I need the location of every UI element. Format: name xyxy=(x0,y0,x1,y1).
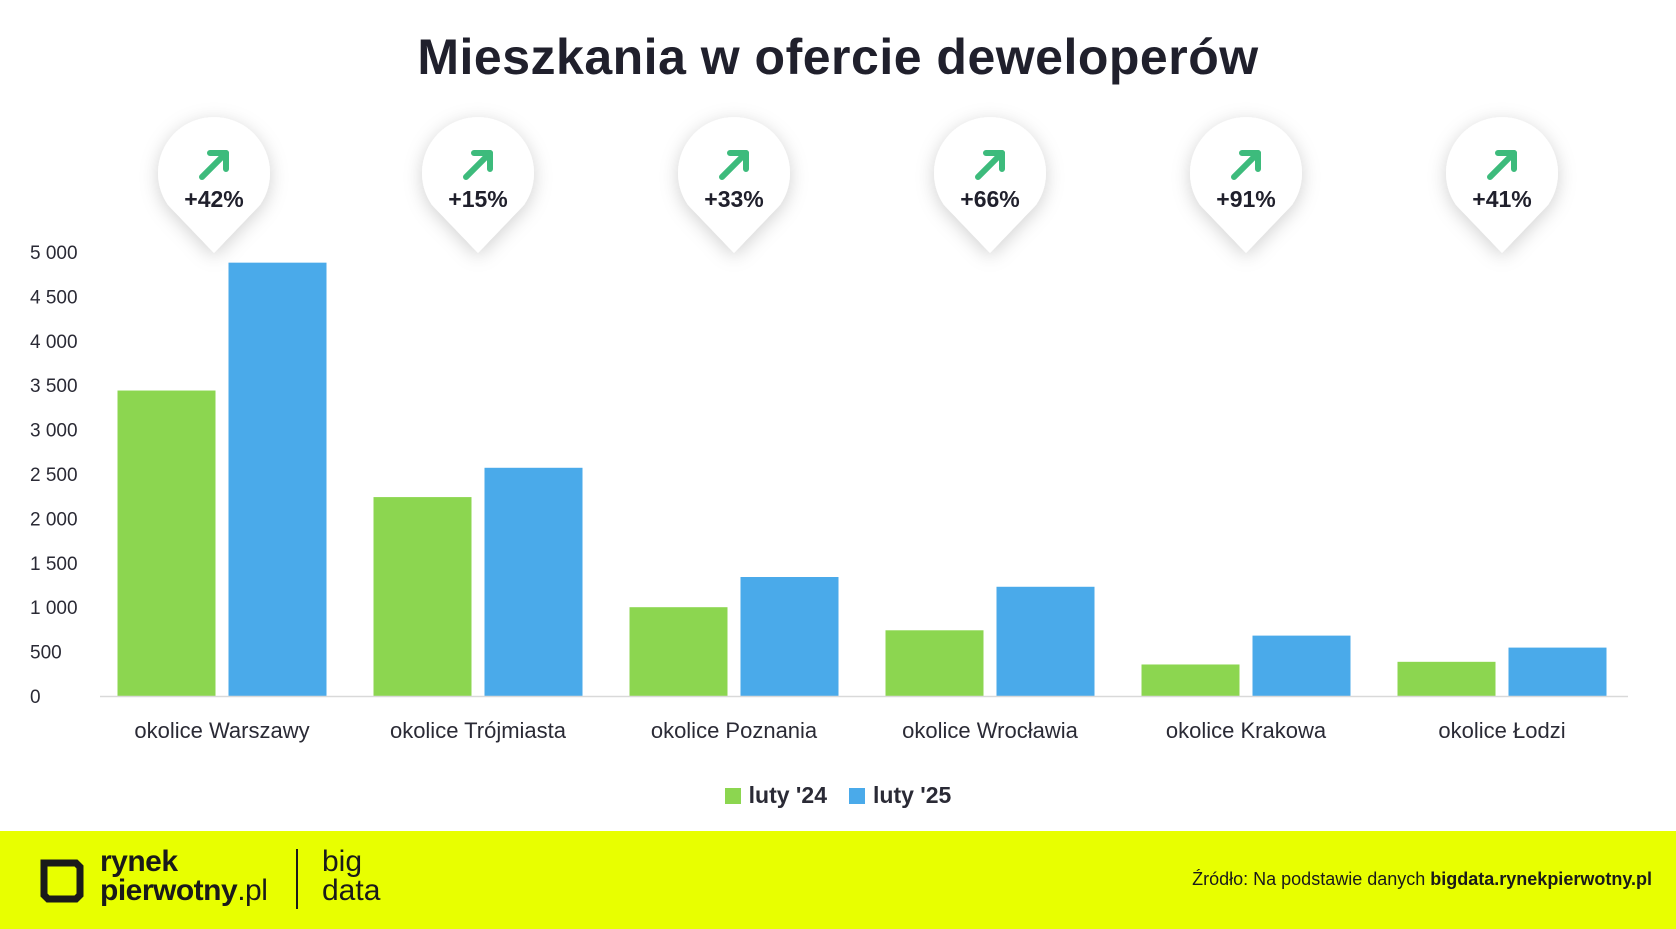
bar-2024 xyxy=(1397,661,1496,696)
y-axis: 0 500 1 000 1 500 2 000 2 500 3 000 3 500 4 000 4… xyxy=(30,243,78,708)
brand-line2: pierwotny xyxy=(100,874,238,907)
chart-title: Mieszkania w ofercie deweloperów xyxy=(417,29,1259,85)
legend-swatch-2024 xyxy=(724,787,741,804)
bigdata-line2: data xyxy=(322,874,381,907)
arrow-up-right-icon xyxy=(719,150,749,180)
brand-suffix: .pl xyxy=(237,874,268,907)
bars-group xyxy=(117,262,1607,696)
y-tick-label: 500 xyxy=(30,643,62,664)
y-tick-label: 2 500 xyxy=(30,465,78,486)
arrow-up-right-icon xyxy=(463,150,493,180)
bar-2025 xyxy=(740,577,839,696)
change-percent-label: +41% xyxy=(1472,186,1531,212)
rynekpierwotny-logo-icon xyxy=(40,859,84,903)
x-tick-label: okolice Łodzi xyxy=(1438,718,1565,743)
bigdata-logo-text: big data xyxy=(322,845,381,907)
change-badge: +33% xyxy=(678,117,790,254)
source-note: Źródło: Na podstawie danych bigdata.ryne… xyxy=(1192,869,1652,890)
badge-pin-shape xyxy=(933,117,1046,254)
legend-item-2025: luty '25 xyxy=(849,782,951,809)
bar-2025 xyxy=(1508,647,1607,696)
change-badge: +91% xyxy=(1190,117,1303,253)
change-badge: +15% xyxy=(422,117,534,253)
bar-2025 xyxy=(228,262,327,696)
bar-2024 xyxy=(1141,664,1240,696)
arrow-up-right-icon xyxy=(1487,150,1517,180)
change-percent-label: +33% xyxy=(704,186,763,212)
bar-chart: 0 500 1 000 1 500 2 000 2 500 3 000 3 500 4 000 4… xyxy=(30,117,1628,743)
y-tick-label: 3 500 xyxy=(30,376,78,397)
change-percent-label: +66% xyxy=(960,186,1019,212)
legend-label-2025: luty '25 xyxy=(873,782,952,808)
brand-logo-text: rynek pierwotny.pl xyxy=(100,845,268,907)
legend-label-2024: luty '24 xyxy=(748,782,827,808)
bar-2025 xyxy=(484,467,583,696)
y-tick-label: 1 000 xyxy=(30,598,78,619)
bar-2024 xyxy=(373,497,472,696)
arrow-up-right-icon xyxy=(199,150,229,180)
y-tick-label: 4 000 xyxy=(30,332,78,353)
y-tick-label: 0 xyxy=(30,687,41,708)
bar-2024 xyxy=(117,390,216,696)
x-tick-label: okolice Poznania xyxy=(651,718,818,743)
change-percent-label: +42% xyxy=(184,186,243,212)
bar-2025 xyxy=(1252,635,1351,696)
change-badge: +42% xyxy=(158,117,270,253)
y-tick-label: 2 000 xyxy=(30,509,78,530)
brand-line1: rynek xyxy=(100,845,178,878)
legend-swatch-2025 xyxy=(849,787,865,804)
change-percent-label: +91% xyxy=(1216,186,1275,212)
change-badge: +41% xyxy=(1446,117,1559,254)
change-badges: +42% +15% +33% +66% +91% +41% xyxy=(158,117,1559,254)
source-label: Źródło: Na podstawie danych xyxy=(1192,869,1426,889)
x-tick-label: okolice Krakowa xyxy=(1166,718,1327,743)
bar-2024 xyxy=(885,630,984,696)
x-axis: okolice Warszawy okolice Trójmiasta okolic… xyxy=(100,695,1628,743)
bar-2025 xyxy=(996,586,1095,696)
footer-bar: rynek pierwotny.pl big data Źródło: Na p… xyxy=(0,831,1676,929)
x-tick-label: okolice Trójmiasta xyxy=(390,718,567,743)
bar-2024 xyxy=(629,607,728,696)
bigdata-line1: big xyxy=(322,845,363,878)
badge-pin-shape xyxy=(678,117,790,254)
logo-divider xyxy=(296,849,298,909)
badge-pin-shape xyxy=(422,117,534,253)
legend: luty '24 luty '25 xyxy=(0,782,1676,809)
y-tick-label: 1 500 xyxy=(30,554,78,575)
arrow-up-right-icon xyxy=(975,150,1005,180)
y-tick-label: 4 500 xyxy=(30,287,78,308)
badge-pin-shape xyxy=(1446,117,1559,254)
y-tick-label: 3 000 xyxy=(30,421,78,442)
legend-item-2024: luty '24 xyxy=(724,782,827,809)
change-badge: +66% xyxy=(933,117,1046,254)
source-site: bigdata.rynekpierwotny.pl xyxy=(1430,869,1652,889)
change-percent-label: +15% xyxy=(448,186,507,212)
x-tick-label: okolice Wrocławia xyxy=(902,718,1078,743)
x-tick-label: okolice Warszawy xyxy=(134,718,309,743)
badge-pin-shape xyxy=(1190,117,1303,253)
badge-pin-shape xyxy=(158,117,270,253)
y-tick-label: 5 000 xyxy=(30,243,78,264)
arrow-up-right-icon xyxy=(1231,150,1261,180)
